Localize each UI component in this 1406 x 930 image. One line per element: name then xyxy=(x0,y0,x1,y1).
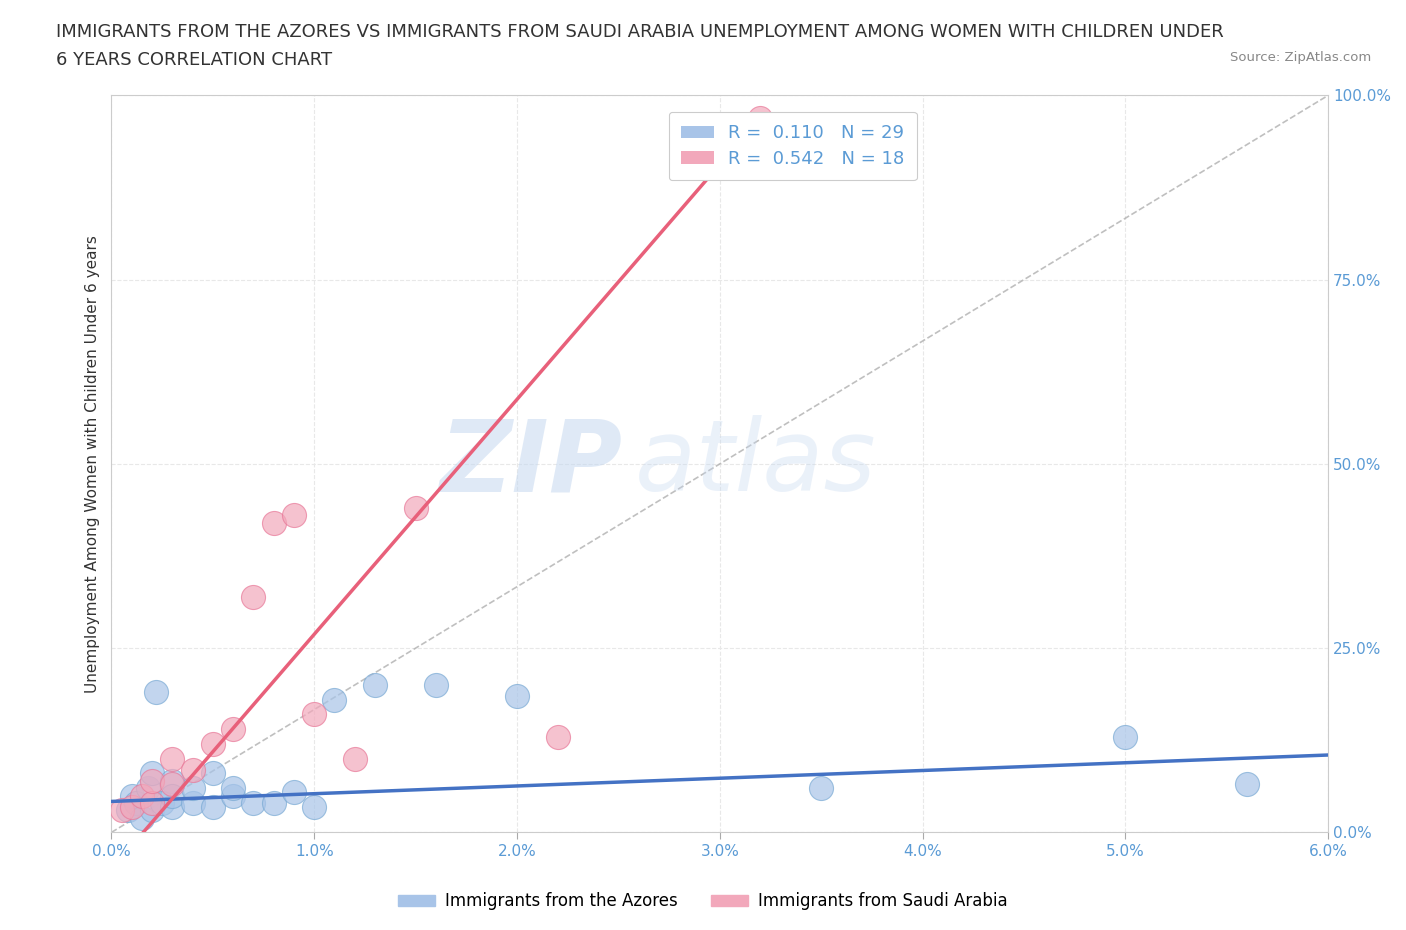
Point xyxy=(242,795,264,810)
Point xyxy=(283,784,305,799)
Y-axis label: Unemployment Among Women with Children Under 6 years: Unemployment Among Women with Children U… xyxy=(86,235,100,693)
Point xyxy=(136,780,159,795)
Point xyxy=(141,766,163,781)
Point xyxy=(162,777,184,792)
Point xyxy=(131,788,153,803)
Point xyxy=(201,766,224,781)
Point xyxy=(302,707,325,722)
Point xyxy=(283,508,305,523)
Point xyxy=(222,780,245,795)
Point xyxy=(302,799,325,814)
Point xyxy=(810,780,832,795)
Point xyxy=(110,803,132,817)
Point xyxy=(162,751,184,766)
Point xyxy=(425,678,447,693)
Point xyxy=(201,737,224,751)
Point xyxy=(150,795,173,810)
Point xyxy=(263,795,285,810)
Point xyxy=(1114,729,1136,744)
Point xyxy=(1236,777,1258,792)
Point xyxy=(162,788,184,803)
Point xyxy=(117,803,139,817)
Point xyxy=(125,795,148,810)
Point xyxy=(222,722,245,737)
Point xyxy=(323,692,346,707)
Text: 6 YEARS CORRELATION CHART: 6 YEARS CORRELATION CHART xyxy=(56,51,332,69)
Point xyxy=(121,799,143,814)
Point xyxy=(343,751,366,766)
Point xyxy=(162,774,184,789)
Point xyxy=(405,500,427,515)
Point xyxy=(121,788,143,803)
Point xyxy=(131,810,153,825)
Point xyxy=(181,780,204,795)
Text: Source: ZipAtlas.com: Source: ZipAtlas.com xyxy=(1230,51,1371,64)
Text: atlas: atlas xyxy=(634,416,876,512)
Text: IMMIGRANTS FROM THE AZORES VS IMMIGRANTS FROM SAUDI ARABIA UNEMPLOYMENT AMONG WO: IMMIGRANTS FROM THE AZORES VS IMMIGRANTS… xyxy=(56,23,1225,41)
Text: ZIP: ZIP xyxy=(440,416,623,512)
Point xyxy=(201,799,224,814)
Point xyxy=(263,515,285,530)
Point xyxy=(364,678,387,693)
Point xyxy=(162,799,184,814)
Point xyxy=(547,729,569,744)
Point xyxy=(141,803,163,817)
Point xyxy=(222,788,245,803)
Point xyxy=(749,110,772,125)
Point xyxy=(242,589,264,604)
Point xyxy=(145,684,167,699)
Point xyxy=(181,763,204,777)
Point xyxy=(141,774,163,789)
Point xyxy=(141,795,163,810)
Legend: R =  0.110   N = 29, R =  0.542   N = 18: R = 0.110 N = 29, R = 0.542 N = 18 xyxy=(668,112,917,180)
Point xyxy=(506,688,529,703)
Point xyxy=(181,795,204,810)
Legend: Immigrants from the Azores, Immigrants from Saudi Arabia: Immigrants from the Azores, Immigrants f… xyxy=(392,885,1014,917)
